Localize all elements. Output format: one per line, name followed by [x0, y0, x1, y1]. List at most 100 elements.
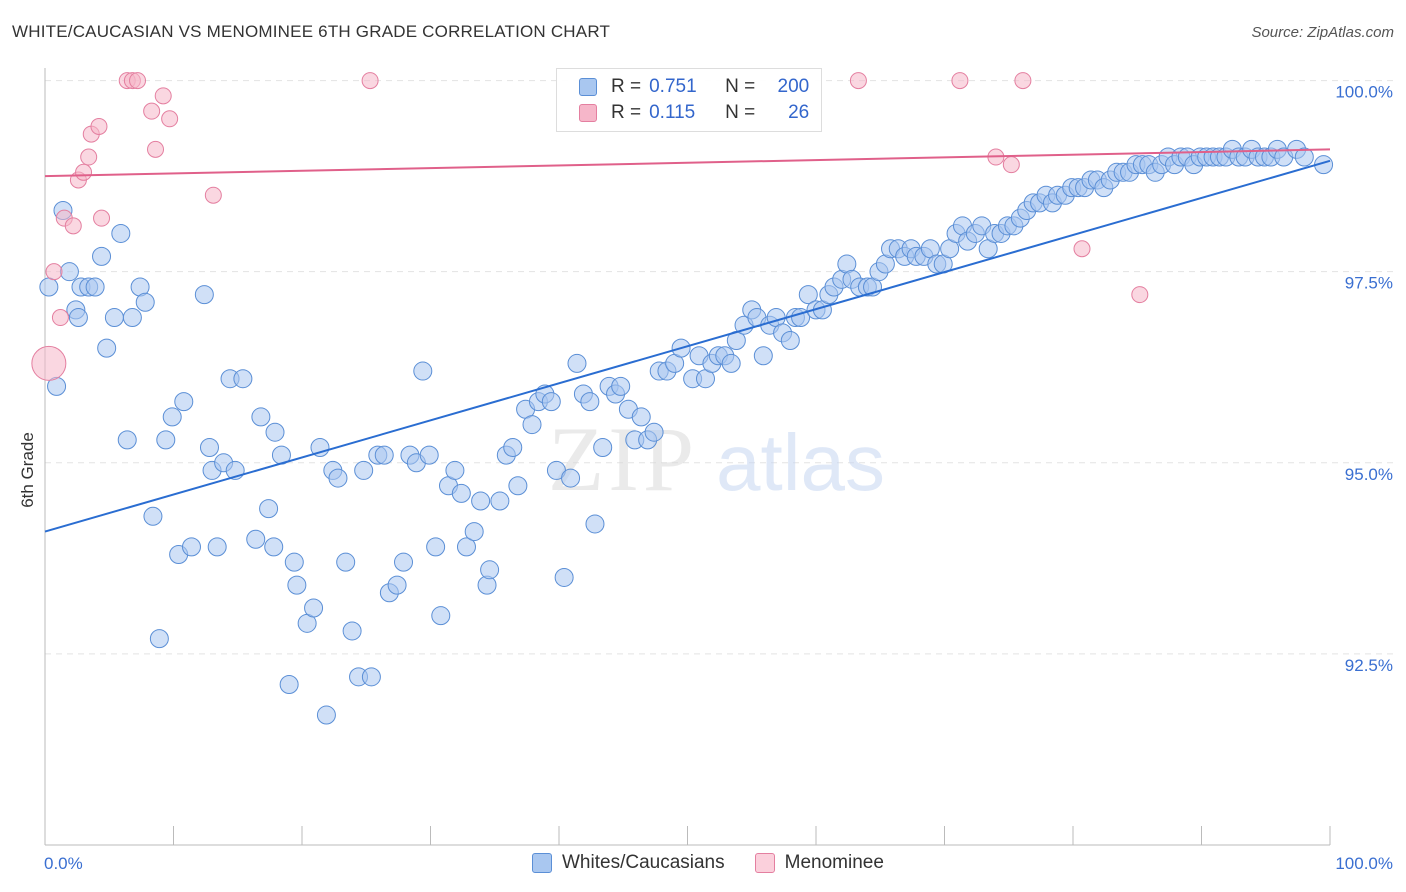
data-point [279, 674, 299, 694]
data-point [149, 629, 169, 649]
data-point [194, 285, 214, 305]
data-point [644, 422, 664, 442]
data-point [284, 552, 304, 572]
data-point [431, 606, 451, 626]
data-point [51, 309, 69, 327]
data-point [567, 353, 587, 373]
data-point [265, 422, 285, 442]
legend-swatch-pink [579, 104, 597, 122]
data-point [798, 285, 818, 305]
data-point [522, 415, 542, 435]
data-point [39, 277, 59, 297]
data-point [92, 246, 112, 266]
data-point [31, 345, 67, 381]
data-point [117, 430, 137, 450]
data-point [503, 438, 523, 457]
legend-row-menominee: R = 0.115 N = 26 [579, 101, 809, 125]
data-point [464, 522, 484, 542]
data-point [611, 376, 631, 396]
y-tick-label: 97.5% [1345, 274, 1393, 293]
data-point [342, 621, 362, 641]
watermark: ZIP atlas [548, 408, 885, 510]
data-point [1294, 147, 1314, 167]
data-point [143, 506, 163, 526]
data-point [585, 514, 605, 534]
tick-labels: 92.5% 95.0% 97.5% 100.0% 0.0% 100.0% [44, 83, 1393, 873]
data-point [104, 308, 124, 328]
data-point [90, 117, 108, 135]
data-point [316, 705, 336, 725]
data-point [143, 102, 161, 120]
bottom-legend-menominee: Menominee [754, 852, 884, 874]
data-point [64, 217, 82, 235]
chart-title: WHITE/CAUCASIAN VS MENOMINEE 6TH GRADE C… [12, 22, 611, 41]
data-point [445, 460, 465, 480]
data-point [631, 407, 651, 427]
data-point [1014, 72, 1032, 90]
data-point [490, 491, 510, 511]
data-point [199, 438, 219, 457]
data-point [85, 277, 105, 297]
data-point [161, 110, 179, 128]
data-point [264, 537, 284, 557]
data-point [387, 575, 407, 595]
data-point [59, 262, 79, 282]
data-point [561, 468, 581, 488]
data-point [174, 392, 194, 412]
data-point [328, 468, 348, 488]
trend-line-menominee [44, 148, 1331, 178]
data-point [207, 537, 227, 557]
bottom-legend-label: Menominee [784, 852, 884, 873]
data-point [93, 209, 111, 227]
bottom-legend-whites: Whites/Caucasians [532, 852, 725, 874]
data-point [204, 186, 222, 204]
data-point [413, 361, 433, 381]
data-point [181, 537, 201, 557]
y-tick-label: 92.5% [1345, 656, 1393, 675]
data-point [147, 140, 165, 158]
data-point [593, 438, 613, 457]
data-point [304, 598, 324, 618]
data-point [156, 430, 176, 450]
y-axis-label: 6th Grade [18, 432, 37, 508]
data-point [394, 552, 414, 572]
data-point [68, 308, 88, 328]
data-point [246, 529, 266, 549]
data-point [75, 163, 93, 181]
data-point [162, 407, 182, 427]
bottom-legend: Whites/Caucasians Menominee [532, 852, 914, 874]
x-tick-label: 100.0% [1335, 854, 1393, 873]
legend-r-label: R = [611, 102, 642, 123]
gridlines [45, 80, 1395, 655]
data-point [310, 438, 330, 457]
data-point [97, 338, 117, 358]
data-point [259, 499, 279, 519]
legend: R = 0.751 N = 200 R = 0.115 N = 26 [556, 68, 822, 132]
data-point [1131, 286, 1149, 304]
legend-n-label: N = [725, 102, 756, 123]
data-point [456, 537, 476, 557]
x-tick-label: 0.0% [44, 854, 83, 873]
data-point [849, 72, 867, 90]
data-point [111, 223, 131, 243]
data-point [480, 560, 500, 580]
legend-r-label: R = [611, 76, 642, 97]
data-point [541, 392, 561, 412]
legend-row-whites: R = 0.751 N = 200 [579, 75, 809, 99]
data-point [361, 72, 379, 90]
data-point [753, 346, 773, 366]
watermark-atlas: atlas [716, 418, 885, 507]
series-whites-caucasians [39, 139, 1334, 725]
data-point [508, 476, 528, 496]
data-point [287, 575, 307, 595]
data-point [426, 537, 446, 557]
legend-swatch-blue [579, 78, 597, 96]
trend-lines [44, 148, 1331, 533]
data-point [354, 460, 374, 480]
data-point [554, 567, 574, 587]
data-point [580, 392, 600, 412]
legend-n-label: N = [725, 76, 756, 97]
data-point [45, 263, 63, 281]
data-point [951, 72, 969, 90]
